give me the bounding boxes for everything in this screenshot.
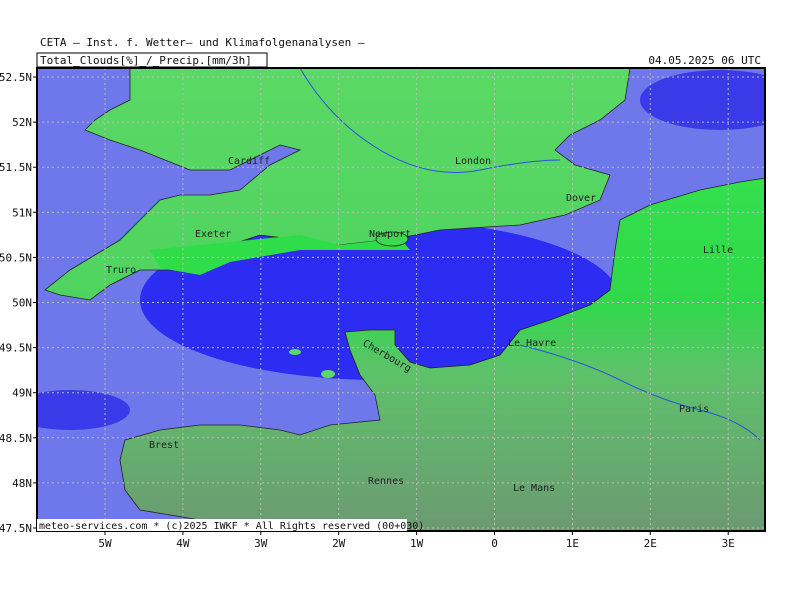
isle-of-wight xyxy=(375,231,409,247)
header-title: CETA — Inst. f. Wetter— und Klimafolgena… xyxy=(40,36,365,49)
island xyxy=(289,349,301,355)
place-label: Cardiff xyxy=(228,156,270,167)
lat-label: 49N xyxy=(12,387,32,400)
map xyxy=(37,68,765,531)
lat-label: 52N xyxy=(12,116,32,129)
river xyxy=(299,68,561,173)
place-label: Paris xyxy=(679,404,709,415)
place-label: Truro xyxy=(106,265,136,276)
lat-label: 52.5N xyxy=(0,71,32,84)
place-label: Newport xyxy=(369,229,411,240)
lat-label: 50N xyxy=(12,297,32,310)
lon-label: 1E xyxy=(566,537,579,550)
lon-label: 2W xyxy=(332,537,346,550)
lat-label: 47.5N xyxy=(0,522,32,535)
great-britain xyxy=(44,68,631,301)
place-label: Dover xyxy=(566,193,596,204)
lon-label: 4W xyxy=(176,537,190,550)
river xyxy=(519,344,761,441)
lon-label: 0 xyxy=(491,537,498,550)
lon-label: 1W xyxy=(410,537,424,550)
place-label: Rennes xyxy=(368,476,404,487)
place-label: London xyxy=(455,156,491,167)
dense-clouds xyxy=(140,220,620,380)
lat-label: 48N xyxy=(12,477,32,490)
place-label: Le Havre xyxy=(508,338,556,349)
rain-band xyxy=(150,235,410,275)
lat-label: 51N xyxy=(12,206,32,219)
place-label: Brest xyxy=(149,440,179,451)
island xyxy=(321,370,335,378)
lon-label: 2E xyxy=(644,537,657,550)
france xyxy=(119,177,765,531)
place-label: Exeter xyxy=(195,229,231,240)
lon-label: 3W xyxy=(254,537,268,550)
date-label: 04.05.2025 06 UTC xyxy=(648,54,761,67)
lon-label: 3E xyxy=(722,537,735,550)
lat-label: 51.5N xyxy=(0,161,32,174)
field-label: Total_Clouds[%]_/_Precip.[mm/3h] xyxy=(40,54,252,67)
dense-clouds xyxy=(640,70,765,130)
lon-label: 5W xyxy=(98,537,112,550)
place-label: Lille xyxy=(703,245,733,256)
lat-label: 49.5N xyxy=(0,342,32,355)
lat-label: 50.5N xyxy=(0,251,32,264)
lat-label: 48.5N xyxy=(0,432,32,445)
footer-box xyxy=(37,519,407,531)
dense-clouds xyxy=(37,390,130,430)
place-label: Le Mans xyxy=(513,483,555,494)
footer: meteo-services.com * (c)2025 IWKF * All … xyxy=(39,521,424,532)
graticule xyxy=(33,68,765,535)
